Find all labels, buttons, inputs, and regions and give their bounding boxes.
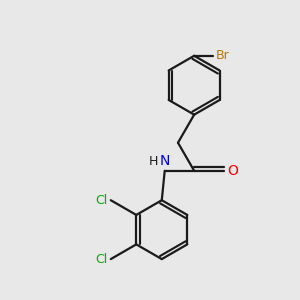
Text: N: N (160, 154, 170, 168)
Text: Cl: Cl (96, 253, 108, 266)
Text: Br: Br (216, 49, 230, 62)
Text: O: O (227, 164, 238, 178)
Text: Cl: Cl (96, 194, 108, 207)
Text: H: H (149, 155, 158, 168)
